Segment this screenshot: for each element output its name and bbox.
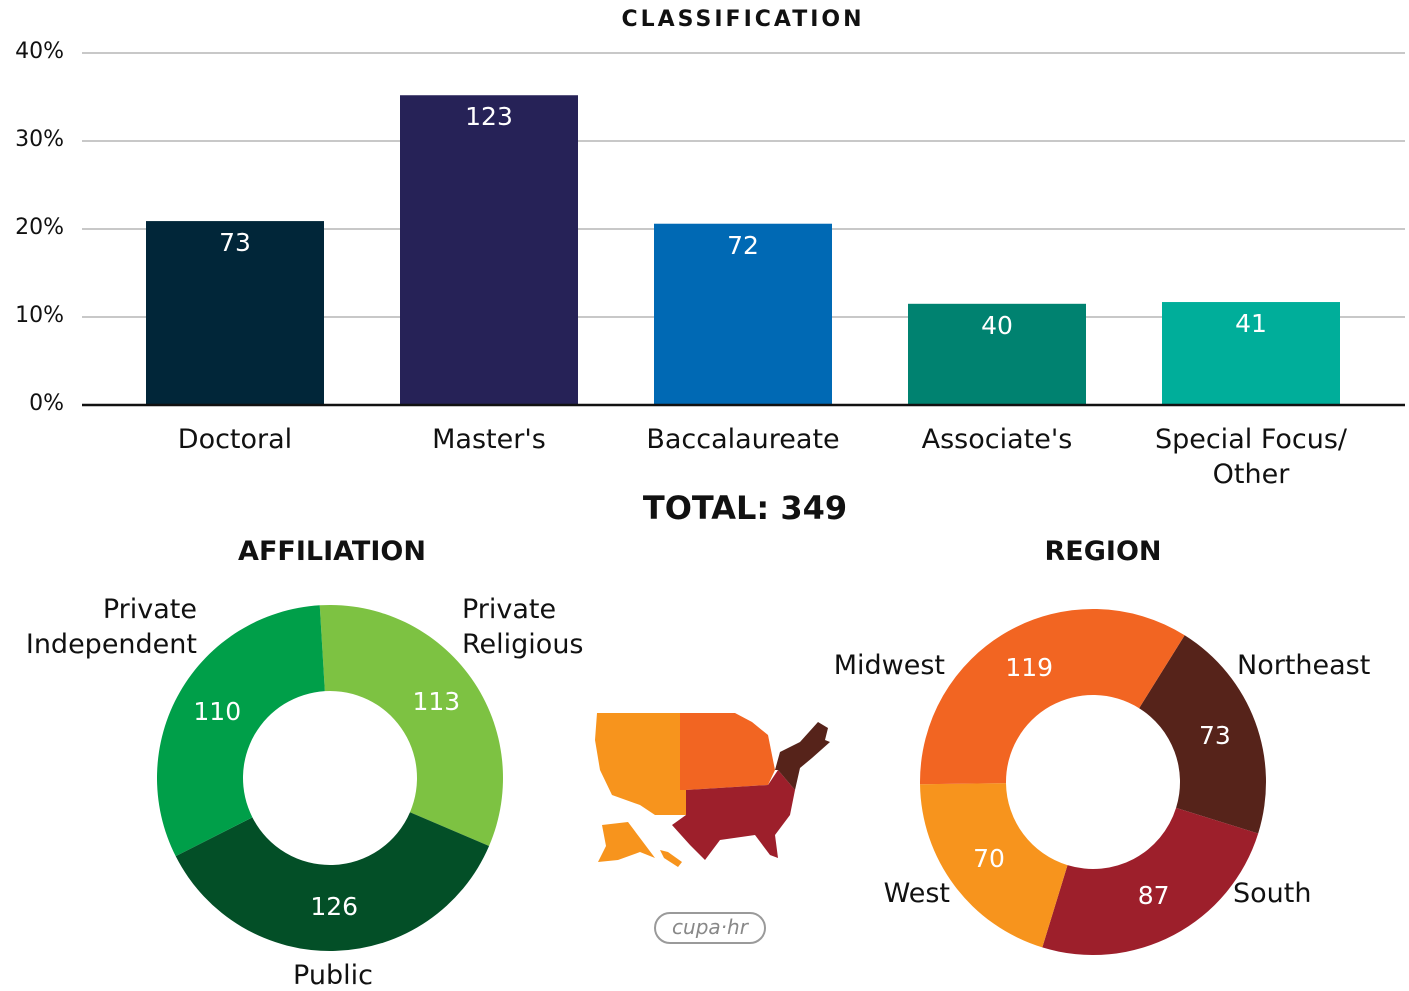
slice-name-label: West (883, 878, 950, 909)
x-tick-label: Special Focus/ Other (1154, 424, 1348, 491)
bar-count-label: 73 (219, 228, 251, 258)
slice-value-label: 110 (193, 697, 242, 727)
slice-value-label: 70 (973, 843, 1005, 873)
slice-value-label: 113 (412, 687, 461, 717)
bar-count-label: 72 (727, 230, 759, 260)
slice-name-label: Public (293, 960, 373, 991)
map-south (672, 770, 795, 860)
logo-outline (654, 912, 766, 944)
y-tick-label: 10% (15, 303, 64, 328)
x-tick-label: Baccalaureate (646, 424, 840, 455)
y-tick-label: 20% (15, 215, 64, 240)
total-value: 349 (780, 489, 848, 527)
donut-slice (156, 605, 325, 857)
slice-value-label: 73 (1198, 720, 1231, 750)
donut-title: REGION (1044, 536, 1162, 567)
bar-count-label: 123 (465, 102, 513, 132)
donut-slice (1139, 635, 1266, 834)
donut-slice (920, 783, 1068, 948)
bar (654, 223, 832, 405)
slice-value-label: 87 (1137, 880, 1170, 910)
map-northeast (775, 722, 830, 790)
donut-slice (175, 812, 490, 951)
bar-count-label: 41 (1235, 309, 1267, 339)
x-tick-label: Master's (432, 424, 546, 455)
bar (400, 95, 578, 406)
donut-slice (1042, 807, 1259, 955)
map-hawaii (660, 850, 682, 867)
donut-title: AFFILIATION (238, 536, 426, 567)
logo: cupa·hr (672, 915, 748, 939)
slice-value-label: 119 (1005, 652, 1054, 682)
donut-slice (319, 605, 503, 847)
bar (908, 303, 1086, 405)
bar (1162, 302, 1340, 405)
donut-slice (920, 608, 1185, 785)
slice-value-label: 126 (310, 891, 359, 921)
slice-name-label: Midwest (833, 650, 945, 681)
y-tick-label: 30% (15, 127, 64, 152)
slice-name-label: South (1233, 878, 1312, 909)
map-alaska (598, 822, 655, 862)
bar-count-label: 40 (981, 310, 1013, 340)
us-map (595, 713, 830, 867)
total: TOTAL: 349 (545, 488, 945, 530)
chart-title: CLASSIFICATION (621, 7, 865, 32)
total-label: TOTAL: (642, 489, 770, 527)
slice-name-label: Private Independent (25, 594, 197, 661)
slice-name-label: Northeast (1237, 650, 1371, 681)
y-tick-label: 0% (29, 391, 64, 416)
y-tick-label: 40% (15, 39, 64, 64)
map-midwest (680, 713, 775, 790)
bar (146, 221, 324, 405)
x-tick-label: Associate's (921, 424, 1073, 455)
map-west (595, 713, 686, 815)
slice-name-label: Private Religious (462, 594, 584, 661)
x-tick-label: Doctoral (177, 424, 293, 455)
